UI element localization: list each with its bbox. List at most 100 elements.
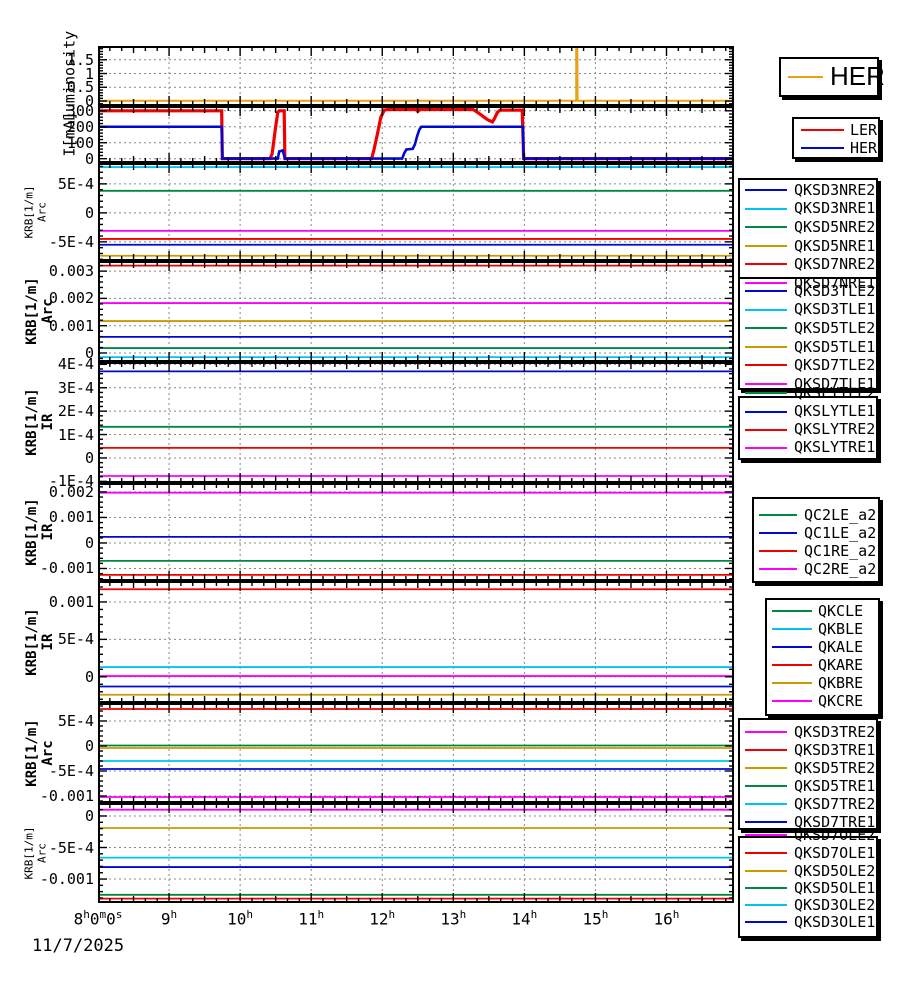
legend-current-swatch-LER	[801, 129, 844, 131]
legend-nre-label: QKSD3NRE1	[794, 199, 876, 218]
y-tick-label: 100	[66, 133, 94, 152]
legend-qk-label: QKCRE	[818, 691, 864, 710]
plot-beam-current-canvas	[98, 106, 734, 163]
legend-qc-swatch-QC2RE_a2	[759, 568, 797, 570]
y-tick-label: 0.001	[48, 508, 94, 527]
legend-qc-swatch-QC1RE_a2	[759, 550, 797, 552]
legend-ole-label: QKSD3OLE2	[794, 895, 876, 914]
x-tick-label: 14h	[511, 908, 538, 929]
legend-qk-label: QKBLE	[818, 619, 864, 638]
legend-qc-label: QC2LE_a2	[804, 505, 877, 524]
legend-current-label: HER	[850, 138, 878, 157]
legend-tre-box	[738, 718, 878, 830]
legend-qksly-swatch-QKSLYTLE1	[745, 410, 787, 413]
legend-tre-label: QKSD3TRE2	[794, 722, 876, 741]
legend-qc-swatch-QC2LE_a2	[759, 514, 797, 516]
legend-nre-label: QKSD5NRE2	[794, 217, 876, 236]
x-tick-label: 8h0m0s	[73, 908, 123, 929]
legend-ole-swatch-QKSD5OLE1	[745, 887, 787, 889]
x-tick-label: 12h	[369, 908, 396, 929]
legend-tle-swatch-QKSD5TLE1	[745, 345, 787, 348]
y-tick-label: 200	[66, 117, 94, 136]
y-tick-label: 0	[84, 343, 94, 362]
legend-qk-swatch-QKCRE	[772, 700, 812, 702]
legend-qk-box	[765, 598, 880, 716]
y-tick-label: 0.002	[48, 482, 94, 501]
legend-tle-label: QKSD3TLE1	[794, 300, 876, 319]
legend-nre-swatch-QKSD3NRE2	[745, 189, 787, 191]
legend-tle-swatch-QKSD3TLE2	[745, 290, 787, 292]
legend-qk-label: QKBRE	[818, 673, 864, 692]
legend-tle-swatch-QKSD5TLE2	[745, 327, 787, 330]
legend-tre-label: QKSD5TRE1	[794, 776, 876, 795]
legend-tre-swatch-QKSD7TRE2	[745, 803, 787, 805]
legend-current-label: LER	[850, 120, 878, 139]
legend-ole-label: QKSD7OLE1	[794, 843, 876, 862]
legend-qk-swatch-QKARE	[772, 664, 812, 666]
y-tick-label: 0.5	[66, 78, 94, 97]
y-tick-label: -5E-4	[48, 762, 94, 780]
legend-luminosity-label: HER	[830, 60, 885, 91]
x-tick-label: 13h	[440, 908, 467, 929]
legend-current-box	[792, 117, 880, 159]
legend-nre-swatch-QKSD7NRE2	[745, 263, 787, 266]
y-tick-label: -0.001	[39, 559, 94, 578]
plot-krb-ir-qksly-canvas	[98, 362, 734, 483]
plot-krb-arc-tle-canvas	[98, 261, 734, 362]
legend-tre-swatch-QKSD7TRE1	[745, 821, 787, 823]
legend-nre-label: QKSD7NRE2	[794, 255, 876, 274]
legend-tre-swatch-QKSD5TRE1	[745, 785, 787, 787]
legend-nre-swatch-QKSD5NRE1	[745, 244, 787, 247]
legend-qksly-label: QKSLYTRE1	[794, 438, 876, 457]
y-tick-label: 1.5	[66, 50, 94, 69]
legend-tle-label: QKSD7TLE2	[794, 356, 876, 375]
date-label: 11/7/2025	[32, 936, 125, 956]
plot-luminosity-canvas	[98, 46, 734, 106]
legend-qksly-swatch-QKSLYTRE2	[745, 428, 787, 431]
y-tick-label: -1E-4	[48, 472, 94, 491]
plot-krb-arc-nre-canvas	[98, 163, 734, 261]
y-tick-label: 0	[84, 667, 94, 686]
legend-tle-label: QKSD5TLE1	[794, 337, 876, 356]
legend-tle-label: QKSD7TLE1	[794, 374, 876, 393]
legend-qk-swatch-QKALE	[772, 646, 812, 648]
legend-ole-label: QKSD7OLE2	[794, 825, 876, 844]
legend-nre-swatch-QKSD3NRE1	[745, 207, 787, 210]
series-LER	[98, 107, 734, 161]
legend-tre-label: QKSD7TRE2	[794, 794, 876, 813]
y-tick-label: 0	[84, 149, 94, 168]
plot-krb-arc-ole-canvas	[98, 803, 734, 903]
y-tick-label: 0.001	[48, 592, 94, 611]
y-tick-label: 2E-4	[57, 402, 94, 421]
y-tick-label: 5E-4	[57, 174, 94, 193]
legend-nre-swatch-QKSD7NRE1	[745, 282, 787, 284]
legend-qksly-swatch-QKSLYTLE2	[745, 392, 787, 394]
legend-ole-label: QKSD5OLE1	[794, 878, 876, 897]
y-tick-label: 0	[84, 203, 94, 222]
legend-tre-swatch-QKSD5TRE2	[745, 767, 787, 769]
legend-tle-swatch-QKSD7TLE2	[745, 364, 787, 367]
y-tick-label: -0.001	[39, 870, 94, 889]
legend-qksly-swatch-QKSLYTRE1	[745, 446, 787, 449]
legend-qk-label: QKARE	[818, 655, 864, 674]
legend-qc-label: QC1LE_a2	[804, 523, 877, 542]
legend-ole-label: QKSD5OLE2	[794, 861, 876, 880]
legend-qk-swatch-QKCLE	[772, 610, 812, 612]
y-tick-label: 4E-4	[57, 355, 94, 374]
legend-qc-swatch-QC1LE_a2	[759, 532, 797, 534]
y-tick-label: 5E-4	[57, 630, 94, 649]
legend-tle-label: QKSD5TLE2	[794, 318, 876, 337]
legend-current-swatch-HER	[801, 147, 844, 149]
plot-krb-arc-tre-canvas	[98, 703, 734, 803]
legend-qk-label: QKALE	[818, 637, 864, 656]
legend-qc-label: QC1RE_a2	[804, 541, 877, 560]
legend-tre-label: QKSD7TRE1	[794, 812, 876, 831]
y-tick-label: 0	[84, 737, 94, 755]
plot-krb-ir-qk-canvas	[98, 581, 734, 703]
y-tick-label: 3E-4	[57, 378, 94, 397]
legend-tre-swatch-QKSD3TRE1	[745, 749, 787, 751]
